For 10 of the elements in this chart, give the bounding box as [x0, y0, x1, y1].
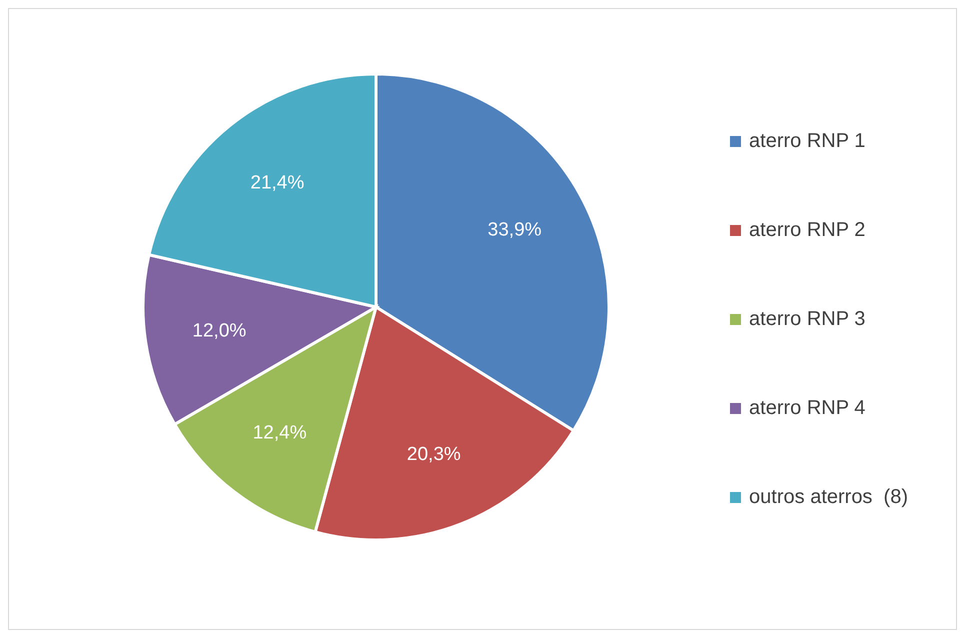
- data-label: 12,0%: [192, 320, 246, 342]
- data-label: 12,4%: [252, 422, 307, 444]
- legend-label: aterro RNP 3: [749, 308, 866, 330]
- legend-label: outros aterros (8): [749, 486, 908, 508]
- data-label: 21,4%: [250, 172, 304, 194]
- data-label: 33,9%: [488, 220, 542, 241]
- data-label: 20,3%: [406, 444, 461, 465]
- legend-label: aterro RNP 2: [749, 218, 866, 242]
- legend-label: aterro RNP 1: [749, 130, 866, 152]
- legend-label: aterro RNP 4: [749, 396, 866, 420]
